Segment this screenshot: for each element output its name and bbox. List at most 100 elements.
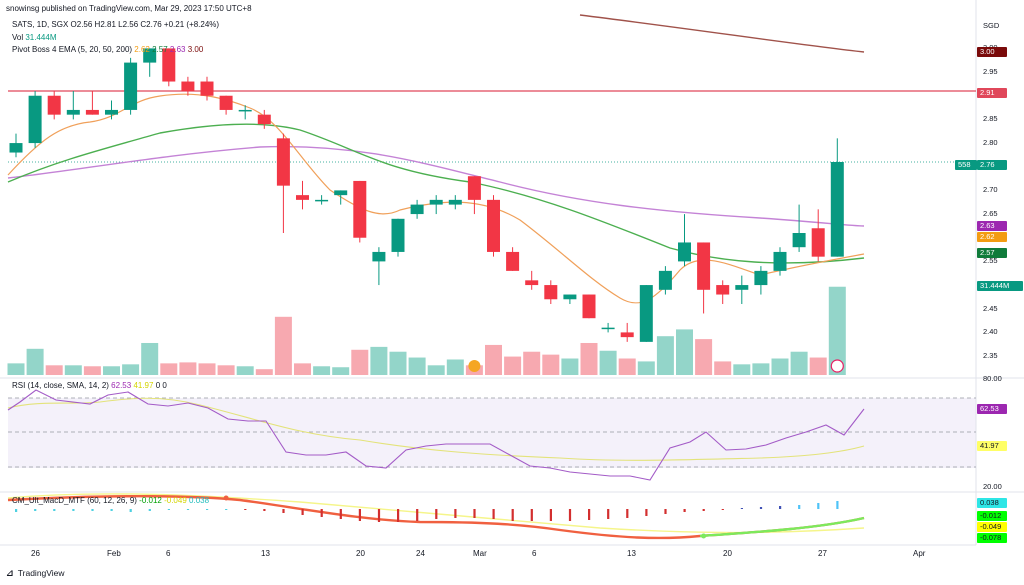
macd-tag-1: 0.038 bbox=[977, 498, 1007, 508]
ema-50-value: 2.63 bbox=[169, 45, 186, 54]
volume-bar bbox=[45, 365, 63, 375]
volume-bar bbox=[656, 336, 674, 375]
vol-label: Vol bbox=[12, 33, 24, 42]
candle-body bbox=[296, 195, 309, 200]
macd-histogram-bar bbox=[129, 509, 132, 512]
candle-body bbox=[429, 199, 443, 205]
macd-histogram-bar bbox=[91, 509, 94, 511]
macd-histogram-bar bbox=[492, 509, 495, 519]
price-axis-label: 2.80 bbox=[983, 138, 998, 148]
macd-histogram-bar bbox=[110, 509, 113, 511]
price-tag: 2.63 bbox=[977, 221, 1007, 231]
volume-bar bbox=[351, 349, 369, 375]
candle-body bbox=[219, 95, 233, 110]
candle-body bbox=[124, 62, 138, 110]
volume-bar bbox=[217, 365, 235, 375]
date-axis-label: Feb bbox=[107, 549, 121, 558]
ema-20-value: 2.57 bbox=[152, 45, 168, 54]
price-tag: 2.76 bbox=[977, 160, 1007, 170]
candle-body bbox=[601, 327, 615, 330]
candle-body bbox=[257, 114, 271, 125]
volume-bar bbox=[637, 361, 655, 375]
candle-body bbox=[697, 242, 711, 290]
ema-20-line bbox=[7, 123, 865, 264]
volume-bar bbox=[389, 351, 407, 375]
candle-body bbox=[353, 180, 367, 238]
date-axis-label: 24 bbox=[416, 549, 425, 558]
volume-bar bbox=[523, 351, 541, 375]
macd-histogram-bar bbox=[397, 509, 400, 522]
volume-bar bbox=[122, 364, 140, 375]
candle-body bbox=[181, 81, 195, 91]
candle-body bbox=[47, 95, 61, 115]
macd-histogram-bar bbox=[549, 509, 552, 521]
volume-bar bbox=[446, 359, 464, 375]
volume-bar bbox=[618, 358, 636, 375]
candle-body bbox=[658, 270, 672, 290]
date-axis-label: 6 bbox=[532, 549, 537, 558]
candle-body bbox=[735, 285, 749, 290]
volume-bar bbox=[504, 356, 522, 375]
volume-bar bbox=[370, 346, 388, 375]
price-axis-label: 2.95 bbox=[983, 67, 998, 77]
volume-bar bbox=[7, 363, 25, 375]
macd-histogram-bar bbox=[817, 503, 820, 509]
macd-histogram-bar bbox=[301, 509, 304, 515]
earnings-marker-icon bbox=[830, 359, 844, 373]
macd-histogram-bar bbox=[435, 509, 438, 519]
macd-signal-line bbox=[7, 493, 865, 534]
candle-body bbox=[639, 285, 653, 342]
macd-histogram-bar bbox=[72, 509, 75, 511]
volume-bar bbox=[809, 357, 827, 375]
ema-200-value: 3.00 bbox=[187, 45, 204, 54]
date-axis-label: 6 bbox=[166, 549, 171, 558]
candle-body bbox=[487, 199, 500, 252]
ema-50-line bbox=[7, 145, 865, 227]
date-axis-label: Mar bbox=[473, 549, 487, 558]
volume-bar bbox=[83, 366, 101, 375]
rsi-axis-20: 20.00 bbox=[983, 482, 1002, 491]
macd-histogram-bar bbox=[721, 509, 724, 510]
publisher-line: snowinsg published on TradingView.com, M… bbox=[6, 4, 252, 13]
macd-histogram-bar bbox=[645, 509, 648, 516]
macd-histogram-bar bbox=[683, 509, 686, 512]
candle-body bbox=[334, 190, 348, 196]
volume-bar bbox=[313, 366, 331, 375]
candle-body bbox=[372, 251, 386, 262]
macd-tag-2: -0.012 bbox=[977, 511, 1007, 521]
rsi-value: 62.53 bbox=[111, 381, 132, 390]
vol-value: 31.444M bbox=[25, 33, 57, 42]
macd-histogram-bar bbox=[779, 506, 782, 509]
macd-histogram-bar bbox=[740, 508, 743, 509]
candle-body bbox=[200, 81, 214, 96]
volume-bar bbox=[408, 357, 426, 375]
ema-5-value: 2.62 bbox=[134, 45, 150, 54]
candle-body bbox=[9, 143, 23, 153]
macd-histogram-bar bbox=[206, 509, 209, 510]
macd-histogram-bar bbox=[339, 509, 342, 519]
volume-bar bbox=[64, 365, 82, 375]
macd-histogram-bar bbox=[416, 509, 419, 521]
macd-histogram-bar bbox=[320, 509, 323, 517]
macd-histogram-bar bbox=[377, 509, 381, 522]
volume-bar bbox=[274, 316, 292, 375]
candle-body bbox=[811, 228, 825, 257]
volume-bar bbox=[294, 363, 311, 375]
macd-histogram-bar bbox=[664, 509, 667, 514]
ema-label: Pivot Boss 4 EMA (5, 20, 50, 200) bbox=[12, 45, 133, 54]
volume-bar bbox=[580, 342, 598, 375]
candle-body bbox=[525, 280, 539, 286]
volume-bar bbox=[542, 354, 560, 375]
macd-histogram-bar bbox=[454, 509, 457, 518]
price-tag: 2.57 bbox=[977, 248, 1007, 258]
date-axis-label: 27 bbox=[818, 549, 827, 558]
volume-bar bbox=[733, 364, 751, 375]
candle-body bbox=[448, 199, 462, 205]
volume-bar bbox=[427, 365, 445, 375]
macd-histogram-bar bbox=[263, 509, 266, 511]
candle-body bbox=[391, 218, 405, 252]
price-tag: 3.00 bbox=[977, 47, 1007, 57]
candle-body bbox=[773, 251, 787, 271]
volume-bar bbox=[198, 363, 216, 375]
